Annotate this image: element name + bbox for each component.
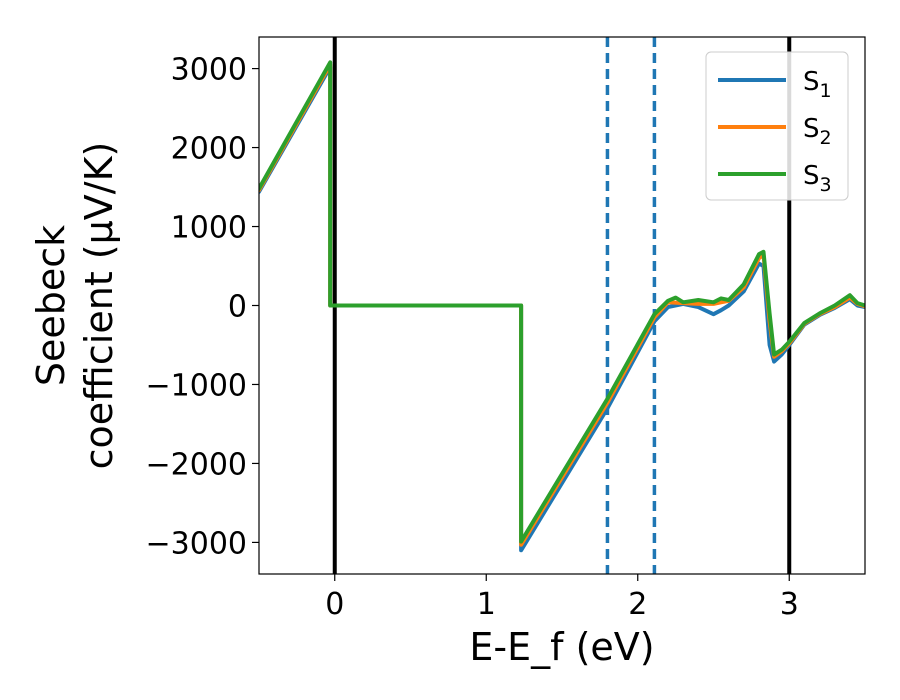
y-tick-label: 3000 xyxy=(171,53,247,88)
x-tick-label: 0 xyxy=(325,587,344,622)
legend-label-s3: S3 xyxy=(803,161,832,196)
y-tick-label: −2000 xyxy=(146,447,247,482)
y-axis-label-line2: coefficient (μV/K) xyxy=(77,142,121,470)
y-axis-label-line1: Seebeck xyxy=(29,225,73,386)
legend: S1 S2 S3 xyxy=(705,51,849,201)
y-tick-label: 2000 xyxy=(171,132,247,167)
y-tick-label: −1000 xyxy=(146,368,247,403)
y-tick-label: 0 xyxy=(228,290,247,325)
y-tick-label: −3000 xyxy=(146,526,247,561)
series-line-s3 xyxy=(259,60,865,544)
x-tick-label: 3 xyxy=(780,587,799,622)
x-tick-label: 1 xyxy=(477,587,496,622)
axes: 0 1 2 3 −3000 −2000 −1000 0 1000 2000 3000 xyxy=(146,36,866,622)
x-tick-label: 2 xyxy=(628,587,647,622)
x-axis-label: E-E_f (eV) xyxy=(469,625,654,669)
y-tick-label: 1000 xyxy=(171,211,247,246)
legend-label-s1: S1 xyxy=(803,67,832,102)
legend-label-s2: S2 xyxy=(803,114,832,149)
